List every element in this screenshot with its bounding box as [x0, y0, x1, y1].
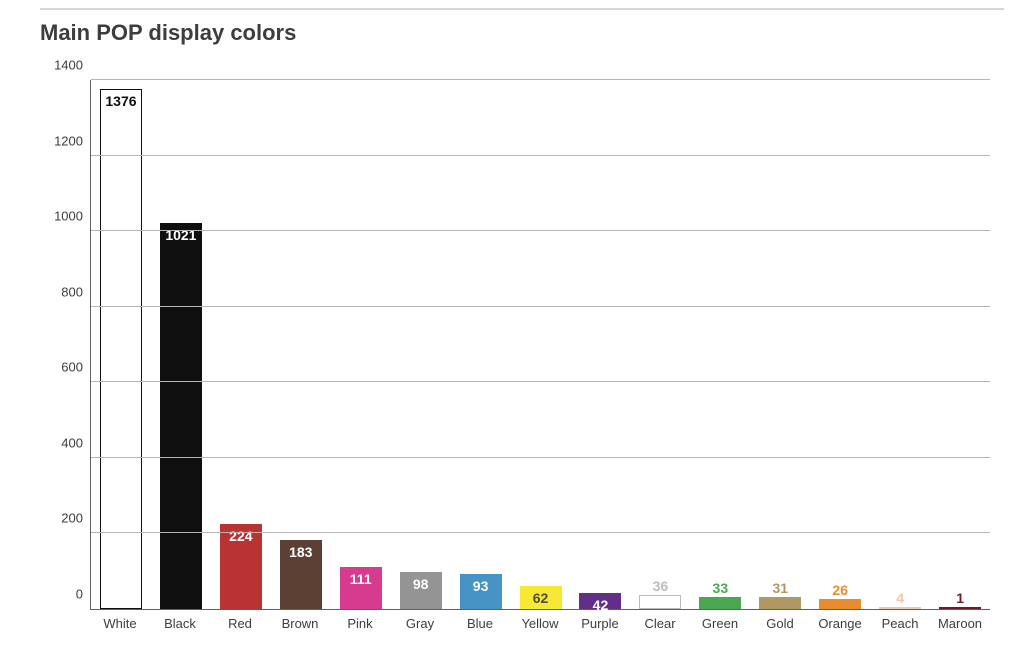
bar-slot: 26 — [810, 80, 870, 609]
bar-value-label: 62 — [521, 590, 561, 606]
xtick-label: Black — [150, 610, 210, 640]
xtick-label: Blue — [450, 610, 510, 640]
gridline — [91, 155, 990, 156]
bar-value-label: 111 — [341, 571, 381, 587]
plot-area: 13761021224183111989362423633312641 0200… — [90, 80, 990, 610]
bar: 33 — [699, 597, 741, 609]
bar-value-label: 1376 — [101, 93, 141, 109]
bar: 1021 — [160, 223, 202, 609]
bar-slot: 33 — [690, 80, 750, 609]
bar: 4 — [879, 607, 921, 609]
bar-slot: 42 — [571, 80, 631, 609]
bar-value-label: 98 — [401, 576, 441, 592]
bar: 98 — [400, 572, 442, 609]
bar-slot: 36 — [630, 80, 690, 609]
xtick-label: White — [90, 610, 150, 640]
ytick-label: 1000 — [43, 209, 83, 224]
top-divider — [40, 8, 1004, 10]
xtick-label: Gray — [390, 610, 450, 640]
bar-slot: 62 — [511, 80, 571, 609]
xtick-label: Clear — [630, 610, 690, 640]
xtick-label: Pink — [330, 610, 390, 640]
bar: 1376 — [100, 89, 142, 609]
bar: 42 — [579, 593, 621, 609]
bar-value-label: 33 — [700, 580, 740, 596]
bar: 111 — [340, 567, 382, 609]
ytick-label: 400 — [43, 435, 83, 450]
bar-value-label: 4 — [880, 590, 920, 606]
xtick-label: Green — [690, 610, 750, 640]
x-axis-labels: WhiteBlackRedBrownPinkGrayBlueYellowPurp… — [90, 610, 990, 640]
bar-slot: 224 — [211, 80, 271, 609]
bar-slot: 1 — [930, 80, 990, 609]
bar-value-label: 1 — [940, 590, 980, 606]
gridline — [91, 532, 990, 533]
chart-title: Main POP display colors — [40, 20, 296, 46]
bar-value-label: 183 — [281, 544, 321, 560]
xtick-label: Orange — [810, 610, 870, 640]
ytick-label: 1400 — [43, 58, 83, 73]
ytick-label: 1200 — [43, 133, 83, 148]
bar-slot: 4 — [870, 80, 930, 609]
gridline — [91, 381, 990, 382]
bar-slot: 183 — [271, 80, 331, 609]
xtick-label: Brown — [270, 610, 330, 640]
bar-value-label: 31 — [760, 580, 800, 596]
gridline — [91, 79, 990, 80]
xtick-label: Yellow — [510, 610, 570, 640]
bar: 62 — [520, 586, 562, 609]
bars-container: 1376 1021 224 183 111 98 93 62 42 36 33 31 26 4 1 — [91, 80, 990, 609]
bar-slot: 1021 — [151, 80, 211, 609]
bar: 224 — [220, 524, 262, 609]
bar: 36 — [639, 595, 681, 609]
bar-value-label: 26 — [820, 582, 860, 598]
gridline — [91, 306, 990, 307]
bar-slot: 93 — [451, 80, 511, 609]
xtick-label: Maroon — [930, 610, 990, 640]
bar: 31 — [759, 597, 801, 609]
ytick-label: 0 — [43, 587, 83, 602]
xtick-label: Purple — [570, 610, 630, 640]
gridline — [91, 230, 990, 231]
chart-area: 1376 1021 224 183 111 98 93 62 42 36 33 31 26 4 1 0 200… — [40, 80, 1000, 640]
bar: 1 — [939, 607, 981, 609]
bar-slot: 31 — [750, 80, 810, 609]
ytick-label: 200 — [43, 511, 83, 526]
gridline — [91, 457, 990, 458]
bar: 183 — [280, 540, 322, 609]
bar-slot: 98 — [391, 80, 451, 609]
bar-value-label: 224 — [221, 528, 261, 544]
ytick-label: 600 — [43, 360, 83, 375]
ytick-label: 800 — [43, 284, 83, 299]
bar-slot: 111 — [331, 80, 391, 609]
xtick-label: Peach — [870, 610, 930, 640]
xtick-label: Gold — [750, 610, 810, 640]
bar-value-label: 36 — [640, 578, 680, 594]
bar-slot: 1376 — [91, 80, 151, 609]
bar: 93 — [460, 574, 502, 609]
bar-value-label: 93 — [461, 578, 501, 594]
bar: 26 — [819, 599, 861, 609]
xtick-label: Red — [210, 610, 270, 640]
